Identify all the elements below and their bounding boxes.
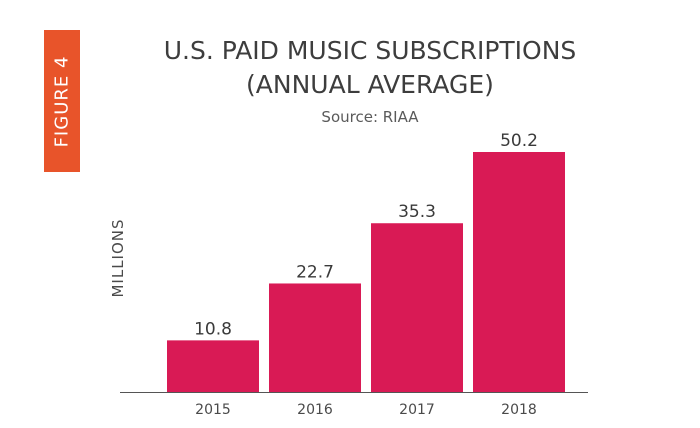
data-label-2018: 50.2 [500, 131, 538, 151]
bar-2018 [473, 152, 565, 392]
chart-title-line1: U.S. PAID MUSIC SUBSCRIPTIONS [163, 36, 577, 65]
bar-2017 [371, 223, 463, 392]
chart-subtitle: Source: RIAA [321, 108, 419, 126]
chart-title-line2: (ANNUAL AVERAGE) [246, 70, 494, 99]
x-tick-label-2016: 2016 [297, 402, 333, 418]
figure-badge: FIGURE 4 [44, 30, 80, 172]
bar-2016 [269, 283, 361, 392]
bar-2015 [167, 340, 259, 392]
x-tick-label-2018: 2018 [501, 402, 537, 418]
data-label-2017: 35.3 [398, 202, 436, 222]
x-tick-label-2015: 2015 [195, 402, 231, 418]
x-tick-label-2017: 2017 [399, 402, 435, 418]
data-label-2016: 22.7 [296, 262, 334, 282]
data-label-2015: 10.8 [194, 319, 232, 339]
